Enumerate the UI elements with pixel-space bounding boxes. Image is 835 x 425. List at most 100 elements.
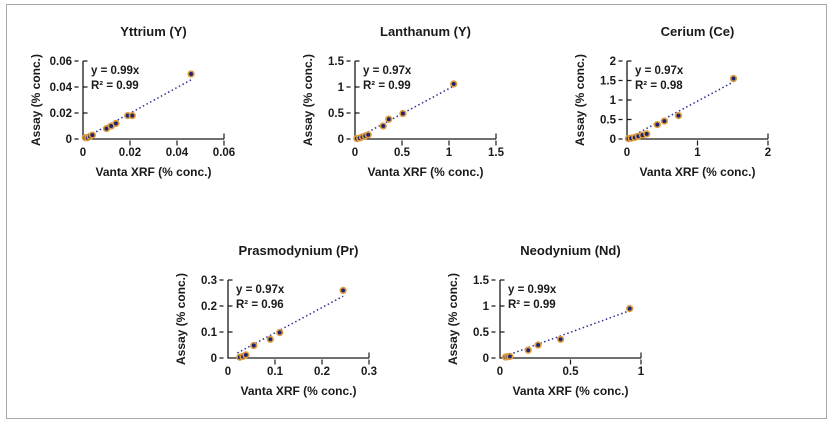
data-point bbox=[112, 119, 120, 128]
data-point bbox=[626, 304, 634, 313]
x-tick-label: 0.5 bbox=[394, 147, 411, 159]
x-tick-label: 1 bbox=[694, 147, 701, 159]
x-tick-label: 0 bbox=[497, 366, 503, 378]
data-point bbox=[729, 74, 738, 83]
x-tick-label: 0.06 bbox=[213, 147, 235, 159]
y-tick-label: 1 bbox=[483, 301, 490, 313]
y-tick-label: 0.02 bbox=[50, 108, 72, 120]
chart-title: Cerium (Ce) bbox=[661, 24, 735, 39]
r-squared-label: R² = 0.99 bbox=[363, 80, 411, 92]
trend-line bbox=[505, 309, 630, 357]
x-tick-label: 1 bbox=[638, 366, 645, 378]
tick-marks bbox=[74, 60, 225, 146]
data-point bbox=[450, 80, 458, 88]
x-tick-label: 0.02 bbox=[119, 147, 141, 159]
y-tick-label: 0.1 bbox=[201, 327, 218, 339]
data-point bbox=[276, 328, 284, 337]
y-tick-label: 0 bbox=[66, 134, 72, 146]
x-axis-title: Vanta XRF (% conc.) bbox=[512, 384, 628, 398]
trend-line bbox=[356, 85, 455, 139]
data-point bbox=[385, 115, 393, 123]
r-squared-label: R² = 0.96 bbox=[236, 299, 284, 311]
data-point bbox=[266, 335, 274, 343]
x-tick-label: 0.2 bbox=[314, 366, 330, 378]
data-point bbox=[556, 335, 565, 343]
tick-marks bbox=[219, 279, 370, 365]
x-tick-label: 1 bbox=[446, 147, 453, 159]
x-tick-label: 0 bbox=[80, 147, 86, 159]
y-tick-label: 0 bbox=[610, 134, 616, 146]
y-tick-label: 1 bbox=[610, 95, 617, 107]
chart-title: Lanthanum (Y) bbox=[380, 24, 471, 39]
y-tick-label: 0.06 bbox=[50, 56, 72, 68]
yttrium-plot: Yttrium (Y)00.020.040.060 0.02 0.04 0.06Van… bbox=[29, 24, 235, 179]
data-point bbox=[364, 131, 372, 139]
x-axis-title: Vanta XRF (% conc.) bbox=[95, 165, 211, 179]
y-tick-label: 0 bbox=[211, 353, 217, 365]
y-axis-title: Assay (% conc.) bbox=[174, 273, 188, 365]
y-tick-label: 0.04 bbox=[50, 82, 73, 94]
data-point bbox=[506, 352, 514, 361]
y-tick-label: 0 bbox=[338, 134, 344, 146]
lanthanum-plot: Lanthanum (Y) 0 0.5 1 1.5 0 0.5 1 1.5 Vanta XRF (… bbox=[301, 24, 505, 179]
y-tick-label: 1.5 bbox=[473, 275, 490, 287]
chart-prasmodynium: Prasmodynium (Pr) 0 0.1 0.2 0.3 0 0.1 0.2 0.3 Van… bbox=[174, 238, 419, 403]
equation-label: y = 0.99x bbox=[508, 284, 557, 296]
x-tick-label: 0 bbox=[624, 147, 630, 159]
y-axis-title: Assay (% conc.) bbox=[301, 54, 315, 146]
x-axis-title: Vanta XRF (% conc.) bbox=[639, 165, 755, 179]
chart-row-top: Yttrium (Y) 0 0.02 0.04 0.06 0 0.02 0.04 0.06 Van… bbox=[7, 19, 826, 184]
data-point bbox=[88, 131, 97, 139]
data-point bbox=[534, 341, 542, 349]
data-point bbox=[643, 130, 651, 138]
y-axis-title: Assay (% conc.) bbox=[573, 54, 587, 146]
y-tick-label: 0.3 bbox=[201, 275, 217, 287]
chart-title: Neodynium (Nd) bbox=[520, 243, 620, 258]
r-squared-label: R² = 0.98 bbox=[635, 80, 683, 92]
chart-title: Prasmodynium (Pr) bbox=[239, 243, 359, 258]
data-point bbox=[653, 120, 661, 129]
chart-neodynium: Neodynium (Nd) 0 0.5 1 1.5 0 0.5 1 Vanta XRF (% … bbox=[446, 238, 691, 403]
x-tick-label: 2 bbox=[765, 147, 771, 159]
data-point bbox=[339, 286, 347, 295]
x-axis-title: Vanta XRF (% conc.) bbox=[240, 384, 356, 398]
neodynium-plot: Neodynium (Nd) 0 0.5 1 1.5 0 0.5 1 Vanta XRF (% … bbox=[446, 243, 645, 398]
r-squared-label: R² = 0.99 bbox=[91, 80, 139, 92]
chart-row-bottom: Prasmodynium (Pr) 0 0.1 0.2 0.3 0 0.1 0.2 0.3 Van… bbox=[7, 238, 826, 403]
equation-label: y = 0.99x bbox=[91, 65, 140, 77]
y-tick-label: 0.5 bbox=[473, 327, 490, 339]
x-tick-label: 0 bbox=[352, 147, 358, 159]
data-point bbox=[674, 111, 683, 120]
y-tick-label: 0 bbox=[483, 353, 489, 365]
x-tick-label: 1.5 bbox=[488, 147, 505, 159]
trend-line bbox=[628, 81, 734, 139]
y-tick-label: 1 bbox=[338, 82, 345, 94]
x-tick-label: 0 bbox=[225, 366, 231, 378]
x-axis-title: Vanta XRF (% conc.) bbox=[367, 165, 483, 179]
y-tick-label: 0.5 bbox=[600, 115, 617, 127]
equation-label: y = 0.97x bbox=[236, 284, 285, 296]
y-tick-label: 0.2 bbox=[201, 301, 217, 313]
tick-marks bbox=[346, 60, 497, 146]
y-tick-label: 2 bbox=[610, 56, 616, 68]
tick-marks bbox=[618, 60, 769, 146]
y-axis-title: Assay (% conc.) bbox=[29, 54, 43, 146]
equation-label: y = 0.97x bbox=[635, 65, 684, 77]
y-axis-title: Assay (% conc.) bbox=[446, 273, 460, 365]
tick-marks bbox=[491, 279, 642, 365]
data-point bbox=[187, 70, 195, 78]
data-point bbox=[524, 346, 532, 354]
data-point bbox=[242, 351, 250, 359]
x-tick-label: 0.3 bbox=[361, 366, 377, 378]
chart-lanthanum: Lanthanum (Y) 0 0.5 1 1.5 0 0.5 1 1.5 Vanta XRF (… bbox=[301, 19, 546, 184]
cerium-plot: Cerium (Ce) 0 0.5 1 1.5 2 0 1 2 Vanta XRF (% conc… bbox=[573, 24, 771, 179]
figure-frame: Yttrium (Y) 0 0.02 0.04 0.06 0 0.02 0.04 0.06 Van… bbox=[6, 4, 827, 419]
chart-title: Yttrium (Y) bbox=[120, 24, 186, 39]
r-squared-label: R² = 0.99 bbox=[508, 299, 556, 311]
data-point bbox=[250, 341, 258, 350]
x-tick-label: 0.1 bbox=[267, 366, 284, 378]
data-point bbox=[399, 109, 407, 118]
data-point bbox=[128, 111, 136, 120]
chart-cerium: Cerium (Ce) 0 0.5 1 1.5 2 0 1 2 Vanta XRF (% conc… bbox=[573, 19, 818, 184]
y-tick-label: 1.5 bbox=[600, 76, 617, 88]
